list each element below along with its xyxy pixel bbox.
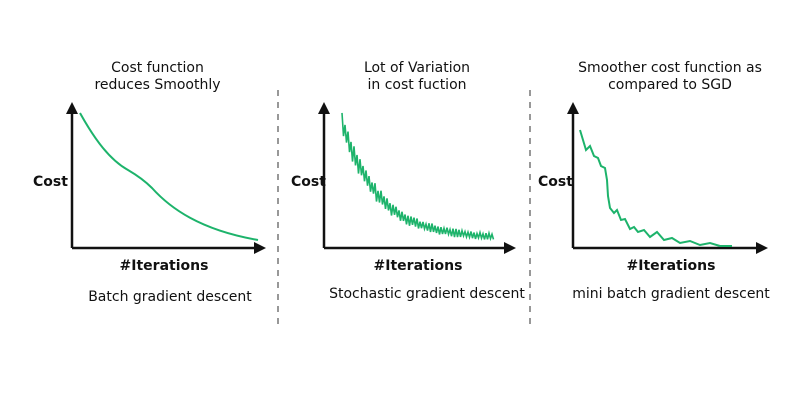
panel-3-cost-curve: [579, 129, 732, 247]
panel-2-y-arrow: [318, 102, 330, 114]
panel-3-y-label: Cost: [538, 174, 573, 190]
panel-3-caption-line2: compared to SGD: [608, 77, 732, 93]
panel-2-method-label: Stochastic gradient descent: [329, 286, 525, 302]
panel-3-x-label: #Iterations: [626, 258, 716, 274]
panel-2-caption-line1: Lot of Variation: [363, 60, 471, 76]
panel-2-x-label: #Iterations: [373, 258, 463, 274]
panel-1-x-label: #Iterations: [119, 258, 209, 274]
panel-3-caption-line1: Smoother cost function as: [578, 60, 762, 76]
panel-2-axes: [318, 102, 516, 254]
panel-1-y-label: Cost: [33, 174, 68, 190]
panel-1-caption-line2: reduces Smoothly: [94, 77, 221, 93]
panel-2-caption: Lot of Variation in cost fuction: [332, 60, 502, 94]
panel-1-x-arrow: [254, 242, 266, 254]
panel-1-method-label: Batch gradient descent: [88, 289, 252, 305]
panel-1-cost-curve: [79, 112, 259, 241]
panel-3-method-label: mini batch gradient descent: [572, 286, 770, 302]
panel-2-x-arrow: [504, 242, 516, 254]
panel-1-y-arrow: [66, 102, 78, 114]
panel-3-caption: Smoother cost function as compared to SG…: [570, 60, 770, 94]
panel-2-cost-curve: [341, 112, 495, 242]
panel-2-caption-line2: in cost fuction: [367, 77, 467, 93]
panel-2-y-label: Cost: [291, 174, 326, 190]
panel-3-x-arrow: [756, 242, 768, 254]
panel-3-y-arrow: [567, 102, 579, 114]
panel-1-axes: [66, 102, 266, 254]
panel-1-caption: Cost function reduces Smoothly: [75, 60, 240, 94]
panel-1-caption-line1: Cost function: [111, 60, 204, 76]
panel-3-axes: [567, 102, 768, 254]
